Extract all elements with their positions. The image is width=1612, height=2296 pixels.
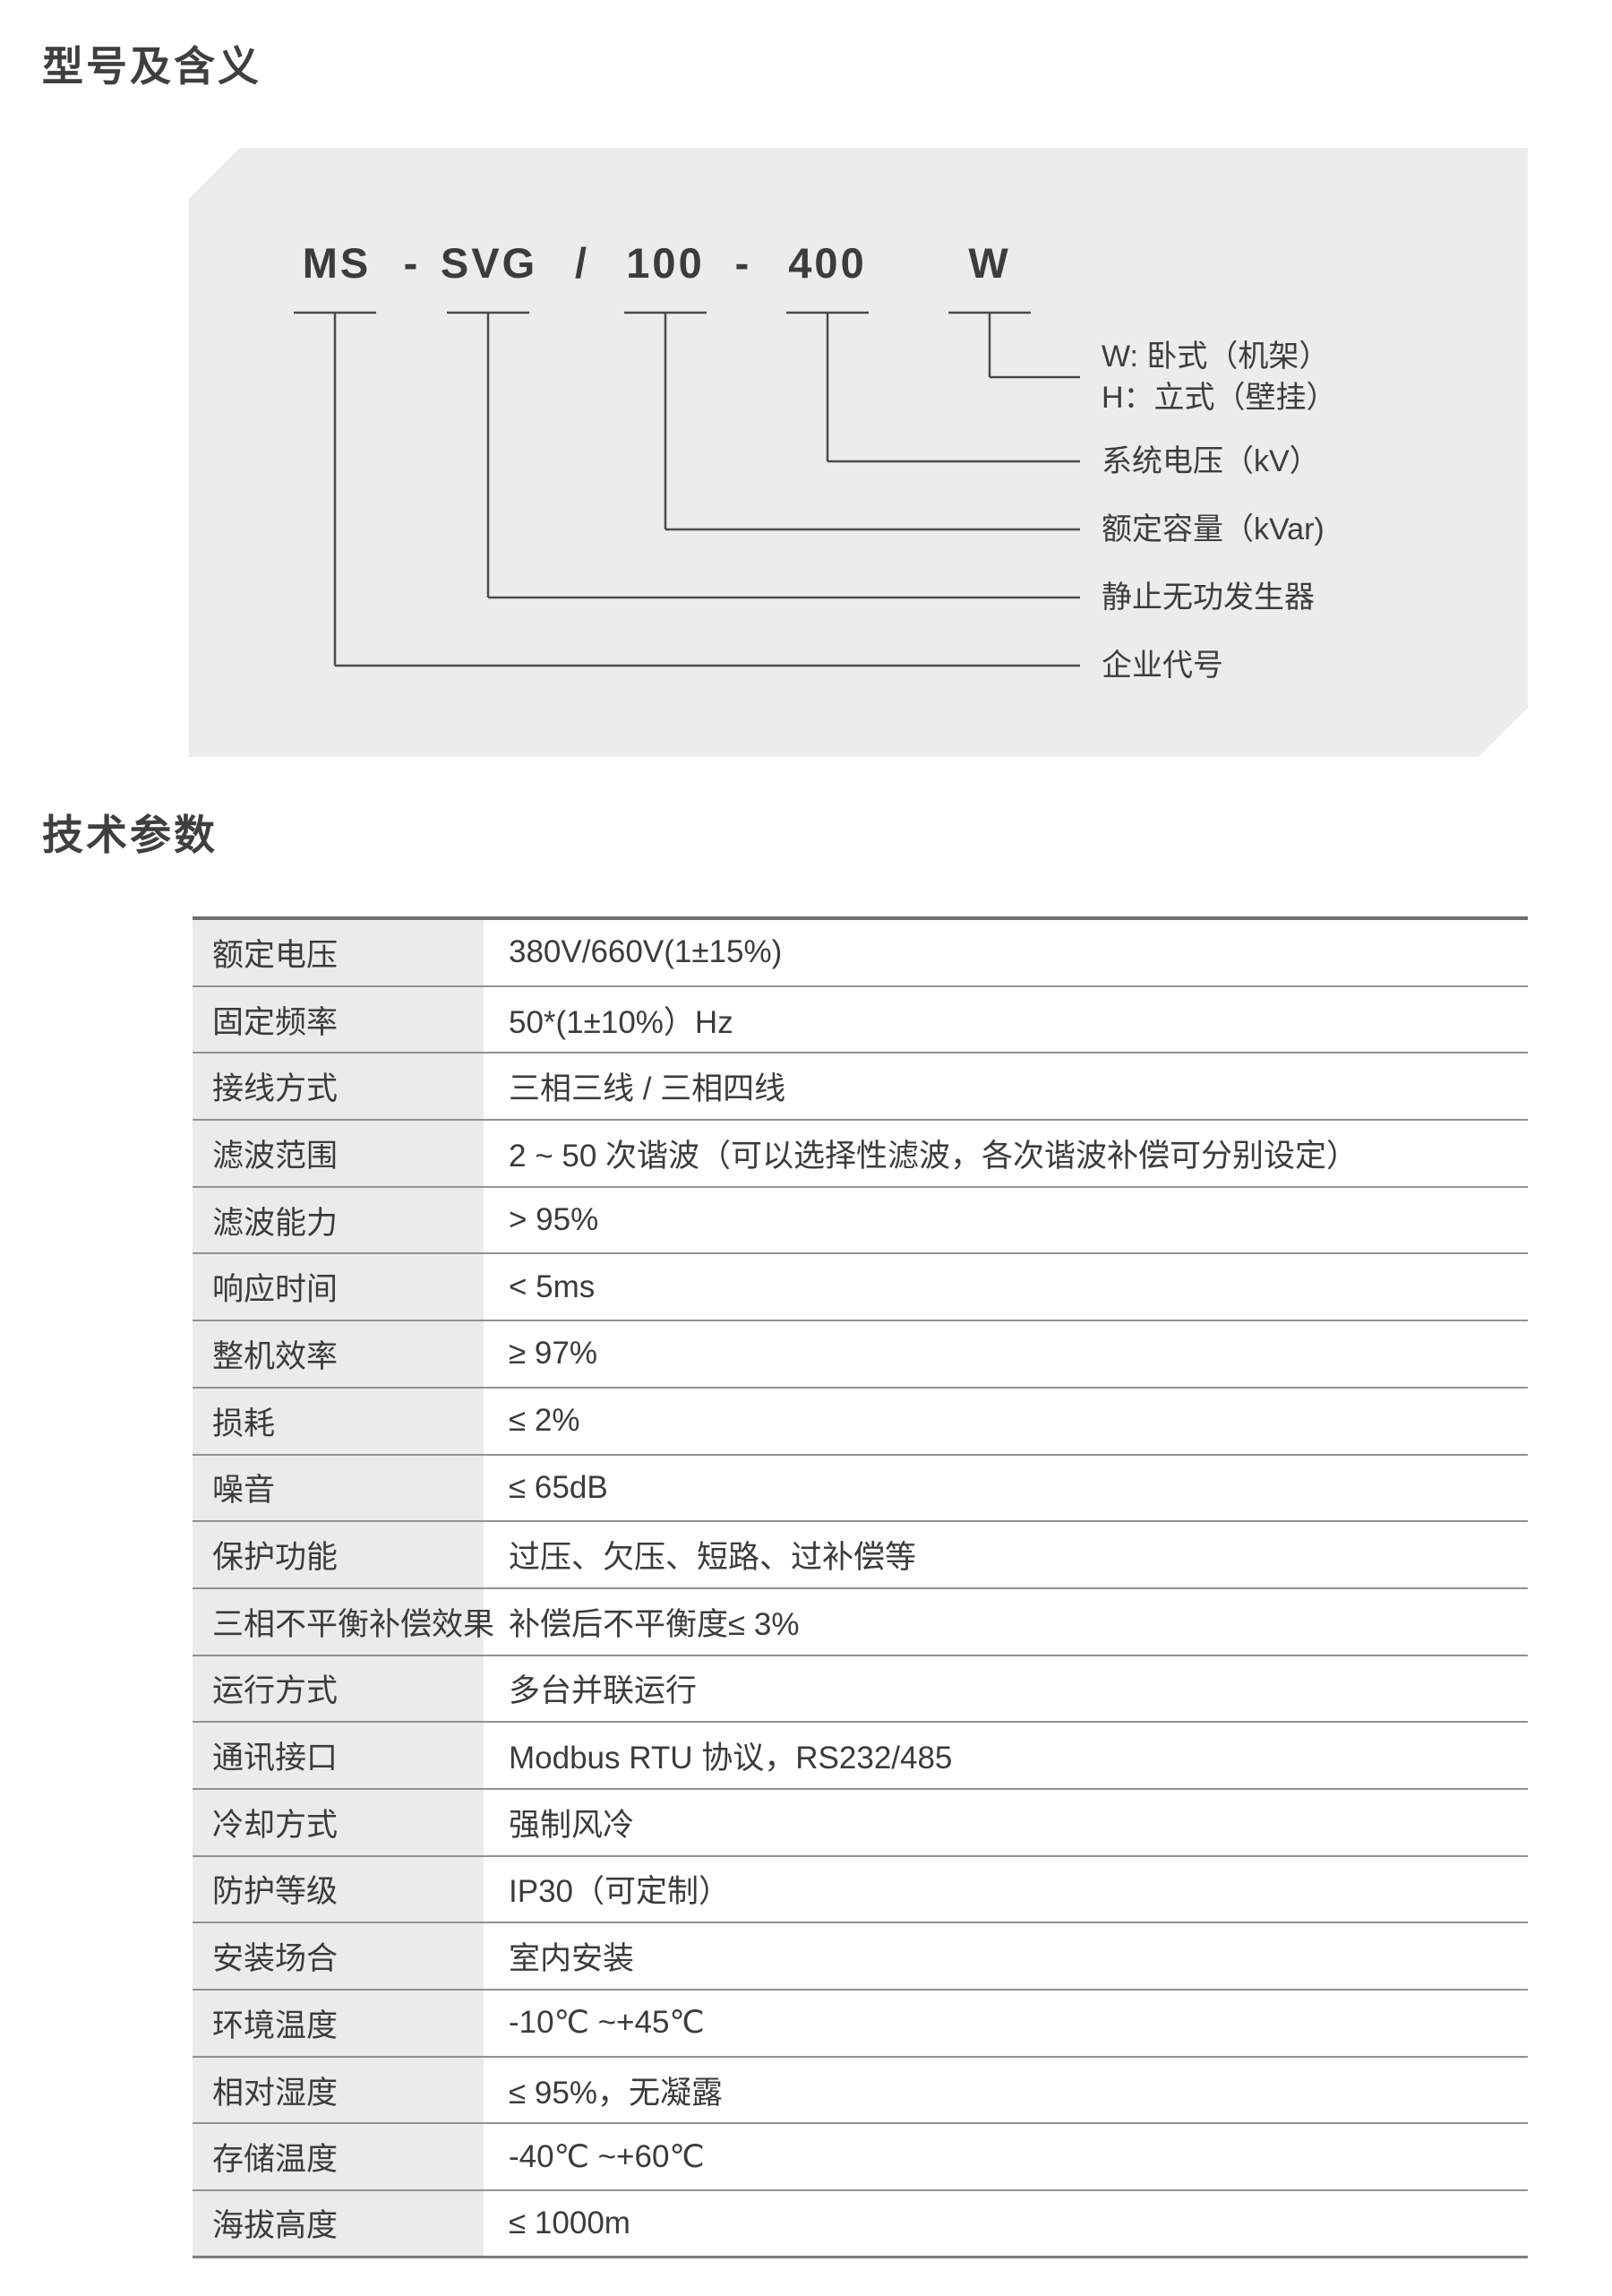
spec-label: 海拔高度: [193, 2191, 484, 2256]
spec-value: 过压、欠压、短路、过补偿等: [509, 1540, 917, 1576]
section-title-model: 型号及含义: [42, 43, 262, 90]
spec-label: 运行方式: [193, 1655, 484, 1722]
spec-label: 损耗: [193, 1388, 484, 1454]
legend-h-vertical: H：立式（壁挂）: [1102, 381, 1337, 415]
spec-value: > 95%: [509, 1202, 599, 1238]
spec-label: 存储温度: [193, 2124, 484, 2190]
spec-label: 整机效率: [193, 1321, 484, 1387]
spec-value: 室内安装: [509, 1941, 635, 1977]
spec-label: 相对湿度: [193, 2057, 484, 2123]
spec-label: 安装场合: [193, 1923, 484, 1989]
spec-value: Modbus RTU 协议，RS232/485: [509, 1741, 953, 1776]
table-row: 固定频率 50*(1±10%）Hz: [193, 986, 1528, 1054]
spec-label: 接线方式: [193, 1053, 484, 1120]
table-row: 滤波能力 > 95%: [193, 1187, 1528, 1255]
table-row: 运行方式 多台并联运行: [193, 1655, 1528, 1724]
table-row: 三相不平衡补偿效果 补偿后不平衡度≤ 3%: [193, 1588, 1528, 1656]
model-code-dash2: -: [734, 239, 752, 287]
spec-value: 补偿后不平衡度≤ 3%: [509, 1606, 800, 1642]
table-row: 整机效率 ≥ 97%: [193, 1321, 1528, 1389]
legend-w-horizontal: W: 卧式（机架）: [1102, 340, 1330, 374]
spec-label: 冷却方式: [193, 1789, 484, 1855]
spec-value: -40℃ ~+60℃: [509, 2138, 705, 2174]
legend-company-code: 企业代号: [1102, 649, 1223, 683]
spec-label: 通讯接口: [193, 1723, 484, 1788]
table-row: 响应时间 < 5ms: [193, 1254, 1528, 1322]
table-row: 存储温度 -40℃ ~+60℃: [193, 2124, 1528, 2192]
spec-value: 强制风冷: [509, 1807, 635, 1843]
spec-value: ≤ 65dB: [509, 1469, 608, 1505]
model-code-ms: MS: [302, 239, 372, 287]
table-row: 噪音 ≤ 65dB: [193, 1455, 1528, 1523]
spec-value: 2 ~ 50 次谐波（可以选择性滤波，各次谐波补偿可分别设定）: [509, 1138, 1359, 1174]
model-code-dash1: -: [403, 239, 421, 287]
spec-label: 环境温度: [193, 1991, 484, 2056]
section-title-specs: 技术参数: [42, 812, 218, 858]
table-row: 保护功能 过压、欠压、短路、过补偿等: [193, 1522, 1528, 1589]
table-row: 相对湿度 ≤ 95%，无凝露: [193, 2057, 1528, 2125]
table-row: 额定电压 380V/660V(1±15%): [193, 920, 1528, 987]
spec-label: 响应时间: [193, 1254, 484, 1320]
model-code-100: 100: [626, 239, 705, 287]
table-row: 通讯接口 Modbus RTU 协议，RS232/485: [193, 1723, 1528, 1790]
legend-rated-capacity: 额定容量（kVar): [1102, 512, 1325, 546]
spec-value: ≥ 97%: [509, 1336, 597, 1372]
model-code-svg: SVG: [440, 239, 538, 287]
spec-value: IP30（可定制）: [509, 1874, 730, 1910]
spec-value: 三相三线 / 三相四线: [509, 1071, 786, 1107]
model-diagram-plate: [189, 148, 1528, 757]
spec-value: ≤ 95%，无凝露: [509, 2075, 723, 2111]
legend-svg-generator: 静止无功发生器: [1102, 580, 1315, 615]
table-row: 海拔高度 ≤ 1000m: [193, 2191, 1528, 2258]
spec-label: 固定频率: [193, 986, 484, 1053]
table-row: 安装场合 室内安装: [193, 1923, 1528, 1991]
spec-label: 额定电压: [193, 920, 484, 985]
table-row: 接线方式 三相三线 / 三相四线: [193, 1053, 1528, 1122]
spec-value: ≤ 1000m: [509, 2205, 630, 2240]
spec-label: 噪音: [193, 1455, 484, 1521]
spec-label: 防护等级: [193, 1856, 484, 1922]
table-row: 滤波范围 2 ~ 50 次谐波（可以选择性滤波，各次谐波补偿可分别设定）: [193, 1121, 1528, 1188]
table-row: 环境温度 -10℃ ~+45℃: [193, 1991, 1528, 2058]
model-code-slash: /: [574, 239, 590, 287]
spec-value: ≤ 2%: [509, 1403, 580, 1439]
spec-value: -10℃ ~+45℃: [509, 2005, 705, 2041]
spec-value: 50*(1±10%）Hz: [509, 1004, 733, 1040]
model-code-400: 400: [788, 239, 867, 287]
model-code-w: W: [968, 239, 1011, 287]
spec-value: < 5ms: [509, 1268, 596, 1304]
spec-label: 滤波范围: [193, 1121, 484, 1186]
table-row: 冷却方式 强制风冷: [193, 1789, 1528, 1857]
spec-label: 保护功能: [193, 1522, 484, 1587]
table-row: 损耗 ≤ 2%: [193, 1388, 1528, 1456]
spec-label: 三相不平衡补偿效果: [193, 1588, 494, 1655]
spec-value: 380V/660V(1±15%): [509, 934, 783, 970]
model-connector-lines: [294, 311, 1080, 667]
spec-value: 多台并联运行: [509, 1673, 698, 1709]
spec-label: 滤波能力: [193, 1187, 484, 1253]
table-row: 防护等级 IP30（可定制）: [193, 1856, 1528, 1924]
legend-system-voltage: 系统电压（kV）: [1102, 444, 1320, 478]
spec-table: 额定电压 380V/660V(1±15%) 固定频率 50*(1±10%）Hz …: [193, 916, 1528, 2258]
